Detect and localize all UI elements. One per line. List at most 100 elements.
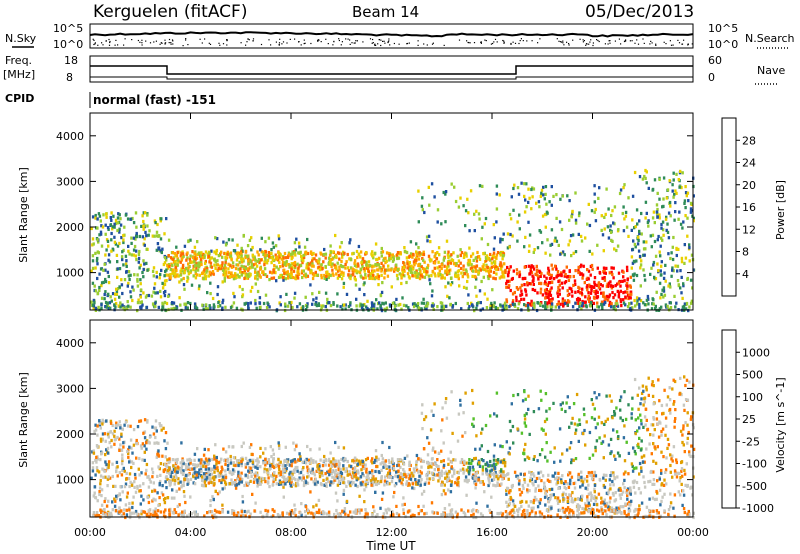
- nsearch-point: [625, 39, 627, 41]
- range-cell: [604, 297, 607, 301]
- range-cell: [568, 292, 571, 296]
- range-cell: [449, 490, 453, 494]
- range-cell: [441, 273, 444, 277]
- range-cell: [227, 267, 230, 271]
- range-cell: [448, 478, 451, 483]
- range-cell: [594, 449, 597, 453]
- nsearch-point: [170, 43, 172, 45]
- range-cell: [310, 270, 313, 274]
- range-cell: [508, 489, 511, 493]
- range-cell: [380, 269, 383, 273]
- range-cell: [492, 264, 496, 268]
- range-cell: [416, 302, 420, 306]
- range-cell: [449, 302, 452, 306]
- range-cell: [384, 475, 387, 479]
- range-cell: [394, 265, 398, 269]
- range-cell: [366, 456, 369, 460]
- range-cell: [638, 386, 641, 390]
- range-cell: [624, 295, 627, 299]
- range-cell: [640, 422, 643, 426]
- range-cell: [356, 262, 360, 266]
- nsearch-point: [141, 39, 143, 41]
- range-cell: [147, 233, 150, 237]
- range-cell: [521, 399, 525, 403]
- range-cell: [336, 304, 339, 308]
- range-cell: [184, 500, 187, 505]
- range-cell: [326, 470, 329, 474]
- range-cell: [151, 234, 154, 238]
- cpid-label: CPID: [5, 92, 34, 105]
- range-cell: [499, 460, 502, 464]
- range-cell: [157, 441, 160, 445]
- range-cell: [632, 274, 635, 278]
- nsearch-point: [371, 42, 373, 44]
- range-cell: [448, 271, 451, 276]
- range-cell: [523, 472, 526, 476]
- range-cell: [100, 284, 103, 288]
- range-cell: [357, 264, 360, 268]
- range-cell: [640, 501, 644, 505]
- range-cell: [627, 234, 630, 238]
- range-cell: [353, 263, 357, 267]
- noise-trace: [89, 31, 694, 47]
- range-cell: [362, 283, 365, 287]
- range-cell: [314, 302, 317, 306]
- range-cell: [120, 434, 123, 438]
- range-cell: [608, 394, 611, 398]
- range-cell: [215, 248, 218, 253]
- range-cell: [539, 282, 543, 286]
- range-cell: [136, 284, 140, 288]
- range-cell: [454, 271, 457, 275]
- range-cell: [440, 459, 443, 464]
- range-cell: [152, 432, 156, 436]
- range-cell: [313, 257, 316, 261]
- range-cell: [508, 279, 511, 283]
- range-cell: [129, 295, 133, 299]
- range-cell: [619, 300, 623, 304]
- range-cell: [686, 436, 689, 440]
- range-cell: [246, 474, 249, 478]
- range-cell: [390, 480, 394, 484]
- range-cell: [119, 301, 122, 305]
- range-cell: [516, 220, 519, 224]
- range-cell: [593, 283, 596, 287]
- range-cell: [281, 260, 285, 264]
- nsearch-point: [153, 41, 155, 43]
- range-cell: [645, 170, 648, 174]
- range-cell: [206, 459, 209, 463]
- range-cell: [440, 493, 444, 497]
- range-cell: [247, 274, 250, 279]
- range-cell: [115, 496, 119, 500]
- range-cell: [294, 478, 297, 482]
- range-cell: [213, 250, 216, 254]
- range-cell: [629, 285, 632, 289]
- range-cell: [382, 465, 385, 469]
- range-cell: [645, 298, 649, 302]
- nsearch-point: [604, 43, 606, 45]
- range-cell: [378, 301, 381, 305]
- range-cell: [179, 461, 182, 465]
- range-cell: [142, 267, 145, 272]
- range-cell: [220, 474, 223, 478]
- range-cell: [342, 488, 346, 492]
- range-cell: [430, 182, 434, 186]
- range-cell: [475, 501, 478, 505]
- range-cell: [424, 267, 427, 271]
- range-cell: [160, 491, 164, 495]
- range-cell: [593, 200, 596, 204]
- range-cell: [193, 260, 196, 264]
- range-cell: [457, 273, 460, 277]
- range-cell: [155, 441, 159, 445]
- range-cell: [198, 468, 201, 472]
- range-cell: [156, 222, 159, 227]
- range-cell: [618, 493, 622, 497]
- nsearch-point: [141, 44, 143, 46]
- range-cell: [191, 467, 194, 471]
- range-cell: [138, 489, 141, 493]
- range-cell: [274, 244, 278, 248]
- range-cell: [146, 224, 149, 228]
- range-cell: [591, 453, 595, 457]
- range-cell: [138, 456, 141, 461]
- range-cell: [341, 307, 344, 311]
